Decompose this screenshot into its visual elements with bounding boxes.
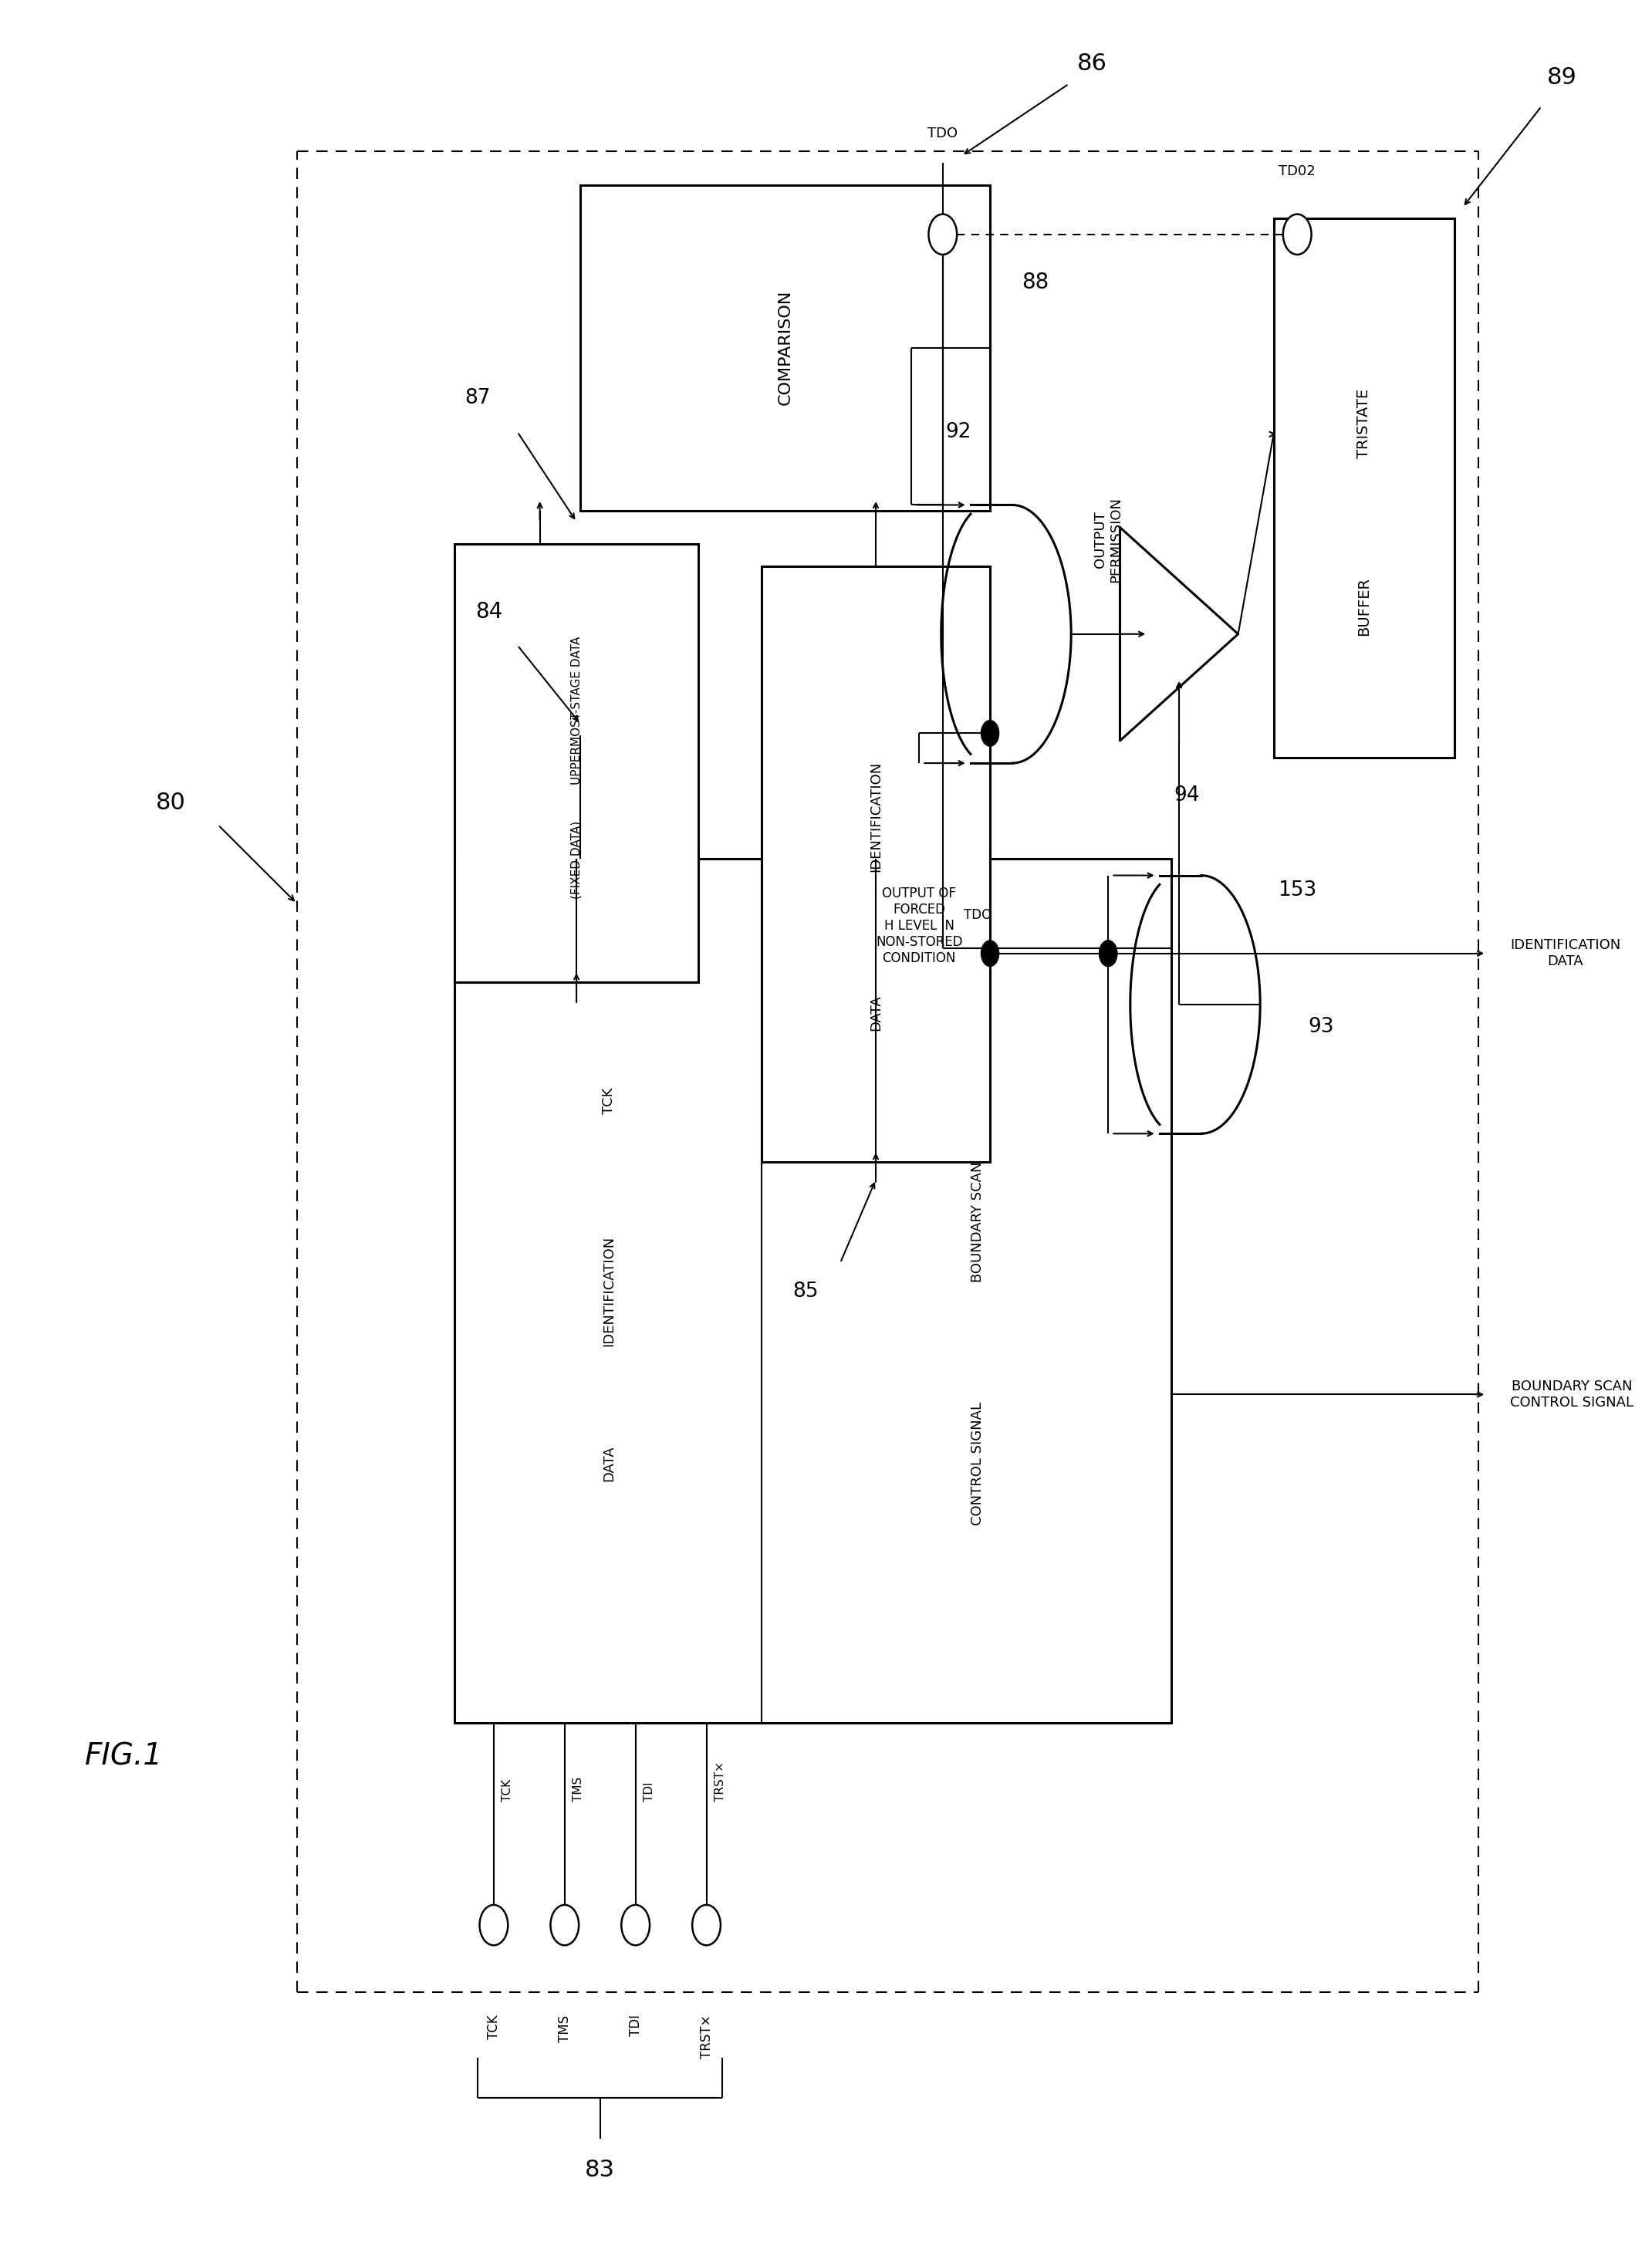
Bar [762,566,990,1162]
Circle shape [1099,941,1118,968]
Text: OUTPUT OF
FORCED
H LEVEL IN
NON-STORED
CONDITION: OUTPUT OF FORCED H LEVEL IN NON-STORED C… [876,887,963,966]
Text: TRISTATE: TRISTATE [1356,388,1371,458]
Text: TDO: TDO [928,126,958,140]
Text: TCK: TCK [502,1780,514,1803]
Text: TMS: TMS [558,2015,572,2042]
Text: OUTPUT
PERMISSION: OUTPUT PERMISSION [1094,496,1123,582]
Text: BOUNDARY SCAN
CONTROL SIGNAL: BOUNDARY SCAN CONTROL SIGNAL [1510,1381,1634,1410]
Text: BOUNDARY SCAN: BOUNDARY SCAN [971,1162,985,1281]
Text: 94: 94 [1175,785,1199,805]
Bar [1274,219,1455,758]
Text: TCK: TCK [487,2015,501,2039]
Text: FIG.1: FIG.1 [84,1742,162,1771]
Circle shape [550,1904,578,1945]
Text: 84: 84 [476,600,502,623]
Text: 93: 93 [1308,1017,1335,1038]
Text: TRST×: TRST× [714,1762,725,1803]
Text: 86: 86 [1077,52,1107,74]
Text: 92: 92 [945,422,971,442]
Bar [454,544,699,981]
Text: DATA: DATA [601,1446,616,1482]
Text: TDI: TDI [629,2015,643,2037]
Text: DATA: DATA [869,995,882,1031]
Text: TD02: TD02 [1279,165,1315,178]
Text: IDENTIFICATION: IDENTIFICATION [869,760,882,871]
Text: CONTROL SIGNAL: CONTROL SIGNAL [971,1401,985,1525]
Bar [580,185,990,510]
Text: 153: 153 [1279,880,1317,900]
Text: 85: 85 [793,1281,819,1302]
Text: TRST×: TRST× [699,2015,714,2057]
Text: BUFFER: BUFFER [1356,578,1371,636]
Circle shape [1284,214,1312,255]
Circle shape [928,214,957,255]
Text: 88: 88 [1021,273,1049,293]
Text: (FIXED DATA): (FIXED DATA) [570,821,582,898]
Text: TCK: TCK [601,1087,616,1114]
Text: TDO: TDO [963,907,991,923]
Circle shape [981,720,999,747]
Bar [454,860,1171,1724]
Circle shape [1099,941,1118,968]
Text: 83: 83 [585,2159,615,2182]
Text: 89: 89 [1546,65,1578,88]
Text: UPPERMOST-STAGE DATA: UPPERMOST-STAGE DATA [570,636,582,785]
Circle shape [621,1904,649,1945]
Text: COMPARISON: COMPARISON [778,291,793,406]
Text: 87: 87 [466,388,491,408]
Text: 80: 80 [155,792,185,814]
Circle shape [981,941,999,968]
Circle shape [692,1904,720,1945]
Text: TDI: TDI [643,1782,654,1803]
Text: IDENTIFICATION: IDENTIFICATION [601,1236,616,1347]
Text: TMS: TMS [573,1778,585,1803]
Text: IDENTIFICATION
DATA: IDENTIFICATION DATA [1510,938,1621,968]
Circle shape [479,1904,507,1945]
